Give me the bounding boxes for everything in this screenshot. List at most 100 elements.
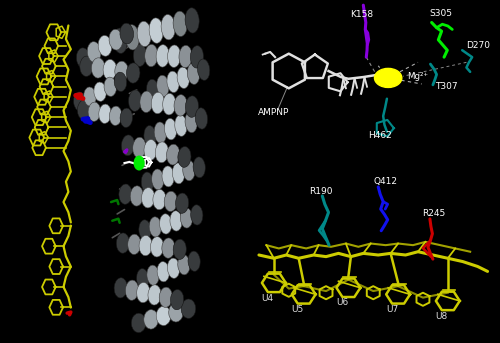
Ellipse shape xyxy=(160,214,172,234)
Ellipse shape xyxy=(78,100,90,119)
Ellipse shape xyxy=(168,45,180,68)
Ellipse shape xyxy=(185,8,199,33)
Text: Q412: Q412 xyxy=(373,177,397,187)
Ellipse shape xyxy=(173,239,186,259)
Ellipse shape xyxy=(115,61,128,81)
Ellipse shape xyxy=(139,235,152,256)
Text: U8: U8 xyxy=(436,311,448,321)
Ellipse shape xyxy=(92,58,105,78)
Ellipse shape xyxy=(148,285,161,305)
Ellipse shape xyxy=(159,287,172,307)
Ellipse shape xyxy=(126,63,140,83)
Ellipse shape xyxy=(164,118,176,140)
Ellipse shape xyxy=(162,93,176,115)
Text: H462: H462 xyxy=(368,131,392,140)
Text: AMPNP: AMPNP xyxy=(258,108,289,117)
Ellipse shape xyxy=(130,186,143,206)
Ellipse shape xyxy=(179,45,192,68)
Ellipse shape xyxy=(98,35,112,56)
Ellipse shape xyxy=(156,306,171,326)
Ellipse shape xyxy=(168,258,179,278)
Ellipse shape xyxy=(88,102,101,121)
Ellipse shape xyxy=(132,137,146,158)
Ellipse shape xyxy=(144,310,158,329)
Ellipse shape xyxy=(157,262,170,282)
Ellipse shape xyxy=(173,11,187,36)
Ellipse shape xyxy=(180,208,192,228)
Text: U6: U6 xyxy=(336,298,348,307)
Ellipse shape xyxy=(114,278,128,298)
Ellipse shape xyxy=(84,87,96,106)
Ellipse shape xyxy=(162,238,175,258)
Ellipse shape xyxy=(156,45,170,67)
Ellipse shape xyxy=(114,72,126,92)
Ellipse shape xyxy=(186,96,198,117)
Ellipse shape xyxy=(94,82,106,101)
Ellipse shape xyxy=(144,126,156,147)
Ellipse shape xyxy=(166,144,179,165)
Ellipse shape xyxy=(149,217,162,237)
Ellipse shape xyxy=(116,233,130,253)
Ellipse shape xyxy=(152,92,164,114)
Ellipse shape xyxy=(88,42,101,62)
Ellipse shape xyxy=(174,95,187,116)
Ellipse shape xyxy=(74,92,86,111)
Text: U5: U5 xyxy=(292,305,304,314)
Ellipse shape xyxy=(156,75,169,97)
Ellipse shape xyxy=(137,21,152,47)
Ellipse shape xyxy=(134,44,146,67)
Ellipse shape xyxy=(178,255,190,275)
Ellipse shape xyxy=(154,122,166,143)
Ellipse shape xyxy=(193,157,205,178)
Ellipse shape xyxy=(164,191,177,212)
Ellipse shape xyxy=(147,265,159,285)
Ellipse shape xyxy=(122,135,134,156)
Ellipse shape xyxy=(167,71,179,93)
Ellipse shape xyxy=(144,44,158,67)
Ellipse shape xyxy=(188,251,200,271)
Ellipse shape xyxy=(190,205,203,225)
Ellipse shape xyxy=(156,142,168,163)
Ellipse shape xyxy=(168,303,184,322)
Text: U7: U7 xyxy=(386,305,398,314)
Ellipse shape xyxy=(161,14,176,40)
Ellipse shape xyxy=(153,189,166,210)
Ellipse shape xyxy=(119,184,132,204)
Ellipse shape xyxy=(132,313,146,333)
Ellipse shape xyxy=(142,188,154,208)
Ellipse shape xyxy=(152,169,164,190)
Ellipse shape xyxy=(104,77,117,96)
Ellipse shape xyxy=(120,23,134,44)
Ellipse shape xyxy=(188,63,200,84)
Ellipse shape xyxy=(103,59,117,80)
Ellipse shape xyxy=(142,172,154,193)
Ellipse shape xyxy=(174,115,187,136)
Circle shape xyxy=(374,68,402,87)
Ellipse shape xyxy=(181,299,196,318)
Ellipse shape xyxy=(170,289,183,310)
Ellipse shape xyxy=(149,18,164,43)
Text: S305: S305 xyxy=(429,9,452,17)
Circle shape xyxy=(134,156,144,170)
Ellipse shape xyxy=(196,108,207,129)
Ellipse shape xyxy=(109,29,122,50)
Ellipse shape xyxy=(162,166,174,187)
Ellipse shape xyxy=(177,67,190,88)
Text: T307: T307 xyxy=(435,82,458,91)
Ellipse shape xyxy=(120,108,132,128)
Ellipse shape xyxy=(178,146,191,167)
Ellipse shape xyxy=(136,269,149,289)
Ellipse shape xyxy=(126,280,138,300)
Text: D270: D270 xyxy=(466,40,490,50)
Ellipse shape xyxy=(99,104,111,123)
Ellipse shape xyxy=(150,237,164,257)
Ellipse shape xyxy=(170,211,182,231)
Ellipse shape xyxy=(140,91,153,113)
Ellipse shape xyxy=(113,28,128,54)
Ellipse shape xyxy=(125,25,140,50)
Text: K158: K158 xyxy=(350,10,373,19)
Ellipse shape xyxy=(182,160,195,181)
Ellipse shape xyxy=(198,59,210,80)
Ellipse shape xyxy=(76,48,90,69)
Ellipse shape xyxy=(128,90,141,111)
